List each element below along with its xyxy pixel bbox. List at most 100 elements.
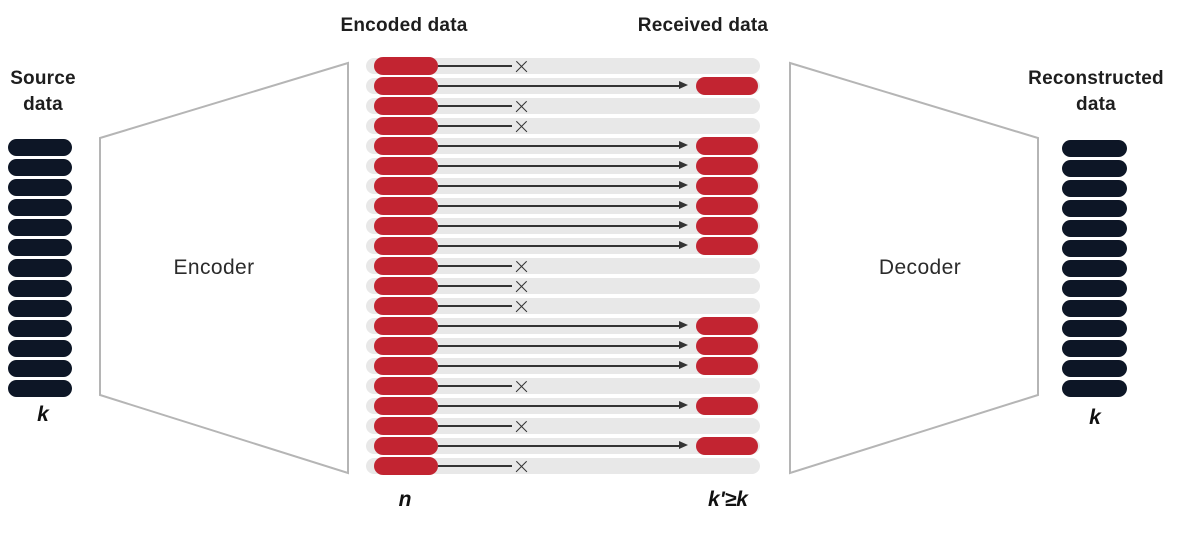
arrowhead-icon <box>679 161 688 170</box>
source-block <box>8 199 72 217</box>
received-block <box>696 157 758 175</box>
reconstructed-block <box>1062 140 1127 157</box>
channel-row <box>366 77 760 95</box>
source-block <box>8 219 72 237</box>
channel-row <box>366 137 760 155</box>
channel-row <box>366 257 760 275</box>
source-block <box>8 359 72 377</box>
received-block <box>696 237 758 255</box>
transmission-arrow-line <box>438 285 512 287</box>
source-block <box>8 379 72 398</box>
source-data-stack <box>8 139 72 398</box>
reconstructed-count-label: k <box>1089 406 1101 429</box>
channel-track <box>366 98 760 114</box>
encoded-block <box>374 337 438 355</box>
encoded-block <box>374 257 438 275</box>
encoded-block <box>374 377 438 395</box>
lost-icon <box>515 60 528 73</box>
channel-row <box>366 157 760 175</box>
encoded-block <box>374 237 438 255</box>
encoder-shape <box>99 61 349 475</box>
transmission-arrow-line <box>438 205 679 207</box>
channel-track <box>366 58 760 74</box>
received-block <box>696 77 758 95</box>
channel-row <box>366 437 760 455</box>
channel-track <box>366 118 760 134</box>
encoded-block <box>374 297 438 315</box>
arrowhead-icon <box>679 321 688 330</box>
transmission-arrow-line <box>438 165 679 167</box>
decoder-label: Decoder <box>878 256 962 279</box>
channel-row <box>366 57 760 75</box>
transmission-arrow-line <box>438 305 512 307</box>
encoded-block <box>374 277 438 295</box>
encoded-block <box>374 197 438 215</box>
encoded-block <box>374 77 438 95</box>
received-block <box>696 217 758 235</box>
encoded-block <box>374 117 438 135</box>
decoder-shape <box>789 61 1039 475</box>
transmission-arrow-line <box>438 145 679 147</box>
reconstructed-data-stack <box>1062 140 1127 397</box>
arrowhead-icon <box>679 181 688 190</box>
arrowhead-icon <box>679 141 688 150</box>
channel-row <box>366 237 760 255</box>
source-data-title: Source data <box>10 68 76 115</box>
encoded-block <box>374 417 438 435</box>
arrowhead-icon <box>679 81 688 90</box>
encoded-block <box>374 137 438 155</box>
reconstructed-block <box>1062 360 1127 377</box>
arrowhead-icon <box>679 441 688 450</box>
transmission-arrow-line <box>438 345 679 347</box>
lost-icon <box>515 300 528 313</box>
source-count-label: k <box>37 403 49 426</box>
channel-track <box>366 418 760 434</box>
channel-row <box>366 297 760 315</box>
channel-row <box>366 317 760 335</box>
reconstructed-block <box>1062 280 1127 297</box>
encoded-block <box>374 357 438 375</box>
transmission-arrow-line <box>438 425 512 427</box>
transmission-arrow-line <box>438 185 679 187</box>
lost-icon <box>515 100 528 113</box>
source-block <box>8 319 72 337</box>
reconstructed-block <box>1062 180 1127 197</box>
source-block <box>8 339 72 357</box>
transmission-arrow-line <box>438 225 679 227</box>
received-count-label: k'≥k <box>708 488 748 511</box>
channel-row <box>366 117 760 135</box>
lost-icon <box>515 380 528 393</box>
arrowhead-icon <box>679 361 688 370</box>
channel-row <box>366 277 760 295</box>
source-block <box>8 179 72 197</box>
channel-track <box>366 458 760 474</box>
reconstructed-block <box>1062 220 1127 237</box>
transmission-arrow-line <box>438 65 512 67</box>
reconstructed-block <box>1062 200 1127 217</box>
source-block <box>8 279 72 297</box>
arrowhead-icon <box>679 401 688 410</box>
transmission-arrow-line <box>438 125 512 127</box>
channel-row <box>366 177 760 195</box>
received-block <box>696 337 758 355</box>
transmission-arrow-line <box>438 385 512 387</box>
received-block <box>696 137 758 155</box>
encoder-label: Encoder <box>173 256 255 279</box>
reconstructed-block <box>1062 300 1127 317</box>
encoded-block <box>374 217 438 235</box>
received-block <box>696 397 758 415</box>
encoded-block <box>374 177 438 195</box>
channel-row <box>366 97 760 115</box>
channel-row <box>366 197 760 215</box>
channel-track <box>366 378 760 394</box>
reconstructed-block <box>1062 160 1127 177</box>
channel-track <box>366 278 760 294</box>
lost-icon <box>515 420 528 433</box>
encoded-block <box>374 317 438 335</box>
encoded-data-title: Encoded data <box>340 15 468 36</box>
lost-icon <box>515 280 528 293</box>
transmission-arrow-line <box>438 105 512 107</box>
channel-row <box>366 217 760 235</box>
channel-row <box>366 417 760 435</box>
channel-track <box>366 298 760 314</box>
